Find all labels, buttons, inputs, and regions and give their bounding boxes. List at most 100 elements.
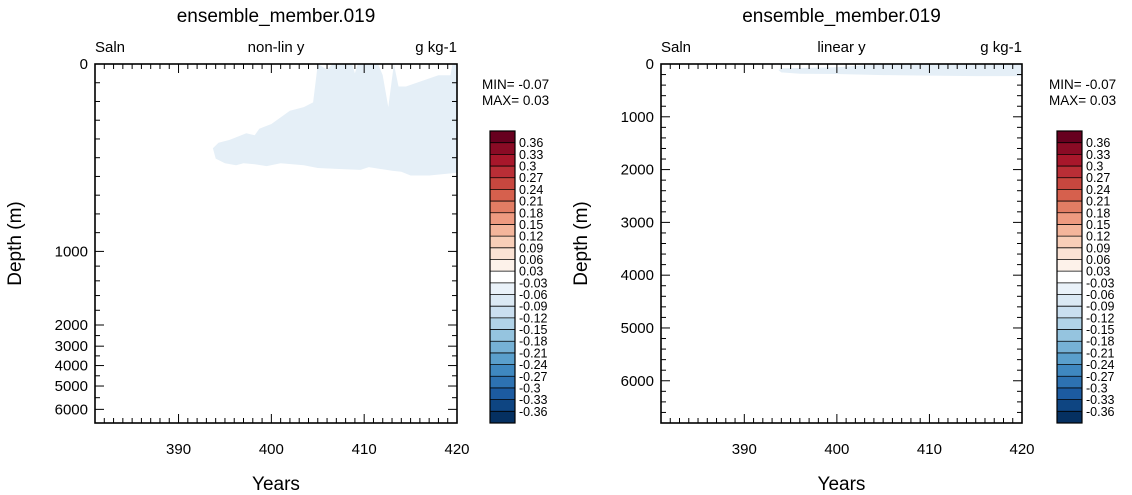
units-label: g kg-1: [980, 39, 1022, 56]
colorbar-label: -0.3: [1086, 381, 1108, 395]
colorbar-box: [490, 236, 515, 249]
colorbar-label: -0.27: [519, 370, 548, 384]
colorbar-label: 0.24: [1086, 183, 1110, 197]
colorbar-box: [1057, 247, 1082, 260]
colorbar-box: [1057, 387, 1082, 400]
y-axis-label: Depth (m): [571, 201, 592, 285]
colorbar-label: -0.03: [519, 276, 548, 290]
colorbar-box: [490, 166, 515, 179]
min-label: MIN= -0.07: [482, 77, 549, 92]
colorbar-box: [490, 131, 515, 143]
colorbar-box: [490, 142, 515, 155]
colorbar-frame: [1056, 130, 1083, 424]
colorbar-box: [1057, 306, 1082, 319]
colorbar-box: [1057, 294, 1082, 307]
x-tick-label: 390: [166, 441, 191, 458]
colorbar-box: [1057, 212, 1082, 225]
colorbar-label: 0.21: [519, 195, 543, 209]
min-label: MIN= -0.07: [1049, 77, 1116, 92]
colorbar-box: [1057, 236, 1082, 249]
colorbar-box: [490, 387, 515, 400]
colorbar-label: -0.3: [519, 381, 541, 395]
colorbar-label: 0.03: [1086, 265, 1110, 279]
colorbar-label: -0.15: [519, 323, 548, 337]
colorbar-box: [1057, 376, 1082, 389]
colorbar-label: 0.18: [1086, 206, 1110, 220]
colorbar-box: [490, 364, 515, 377]
chart-title: ensemble_member.019: [742, 6, 941, 27]
scale-label: non-lin y: [248, 39, 305, 56]
max-label: MAX= 0.03: [482, 93, 549, 108]
colorbar-box: [1057, 154, 1082, 167]
y-axis-label: Depth (m): [5, 201, 26, 285]
panel-nonlinear: ensemble_member.019 Saln non-lin y g kg-1 39…: [5, 6, 549, 495]
x-tick-label: 390: [732, 441, 757, 458]
shaded-region: [212, 64, 457, 176]
colorbar-label: -0.06: [519, 288, 548, 302]
y-tick-label: 1000: [55, 243, 88, 260]
colorbar-label: 0.12: [519, 230, 543, 244]
x-tick-label: 420: [1009, 441, 1034, 458]
colorbar-box: [490, 282, 515, 295]
x-tick-label: 410: [917, 441, 942, 458]
colorbar-box: [490, 271, 515, 284]
colorbar-box: [1057, 142, 1082, 155]
colorbar-label: 0.21: [1086, 195, 1110, 209]
x-axis-label: Years: [252, 474, 300, 495]
colorbar-label: 0.15: [519, 218, 543, 232]
colorbar-label: -0.33: [519, 393, 548, 407]
colorbar-box: [490, 247, 515, 260]
colorbar-label: -0.06: [1086, 288, 1115, 302]
y-tick-label: 2000: [55, 317, 88, 334]
colorbar-box: [1057, 271, 1082, 284]
y-tick-label: 6000: [55, 401, 88, 418]
colorbar-box: [1057, 352, 1082, 365]
colorbar-box: [490, 306, 515, 319]
colorbar-box: [1057, 224, 1082, 237]
colorbar-label: 0.33: [519, 148, 543, 162]
variable-label: Saln: [95, 39, 125, 56]
colorbar-box: [1057, 341, 1082, 354]
colorbar-box: [490, 352, 515, 365]
colorbar-box: [1057, 364, 1082, 377]
colorbar-label: 0.12: [1086, 230, 1110, 244]
colorbar-box: [490, 329, 515, 342]
colorbar-box: [490, 294, 515, 307]
colorbar-label: 0.36: [1086, 136, 1110, 150]
colorbar-label: 0.15: [1086, 218, 1110, 232]
colorbar-label: -0.09: [1086, 300, 1115, 314]
colorbar-label: 0.33: [1086, 148, 1110, 162]
colorbar-label: -0.03: [1086, 276, 1115, 290]
colorbar-label: -0.09: [519, 300, 548, 314]
plot-frame: [660, 63, 1023, 424]
colorbar-label: 0.09: [519, 241, 543, 255]
colorbar-label: 0.06: [519, 253, 543, 267]
chart-title: ensemble_member.019: [177, 6, 376, 27]
colorbar-box: [490, 154, 515, 167]
colorbar-label: 0.09: [1086, 241, 1110, 255]
colorbar-label: -0.36: [519, 405, 548, 419]
colorbar-box: [490, 341, 515, 354]
y-tick-label: 5000: [621, 320, 654, 337]
colorbar-box: [1057, 399, 1082, 412]
colorbar-box: [1057, 411, 1082, 424]
colorbar-box: [1057, 177, 1082, 190]
colorbar-box: [490, 399, 515, 412]
x-tick-label: 420: [444, 441, 469, 458]
colorbar-frame: [489, 130, 516, 424]
x-tick-label: 400: [824, 441, 849, 458]
shaded-region: [778, 64, 1022, 77]
colorbar-label: 0.27: [519, 171, 543, 185]
plot-frame: [94, 63, 458, 424]
colorbar-label: 0.24: [519, 183, 543, 197]
colorbar-box: [1057, 201, 1082, 214]
panel-linear: ensemble_member.019 Saln linear y g kg-1 390…: [571, 6, 1116, 495]
y-tick-label: 1000: [621, 109, 654, 126]
y-tick-label: 0: [646, 56, 654, 73]
y-tick-label: 4000: [55, 358, 88, 375]
colorbar-label: -0.27: [1086, 370, 1115, 384]
colorbar-box: [1057, 166, 1082, 179]
colorbar-box: [1057, 131, 1082, 143]
colorbar-box: [490, 317, 515, 330]
